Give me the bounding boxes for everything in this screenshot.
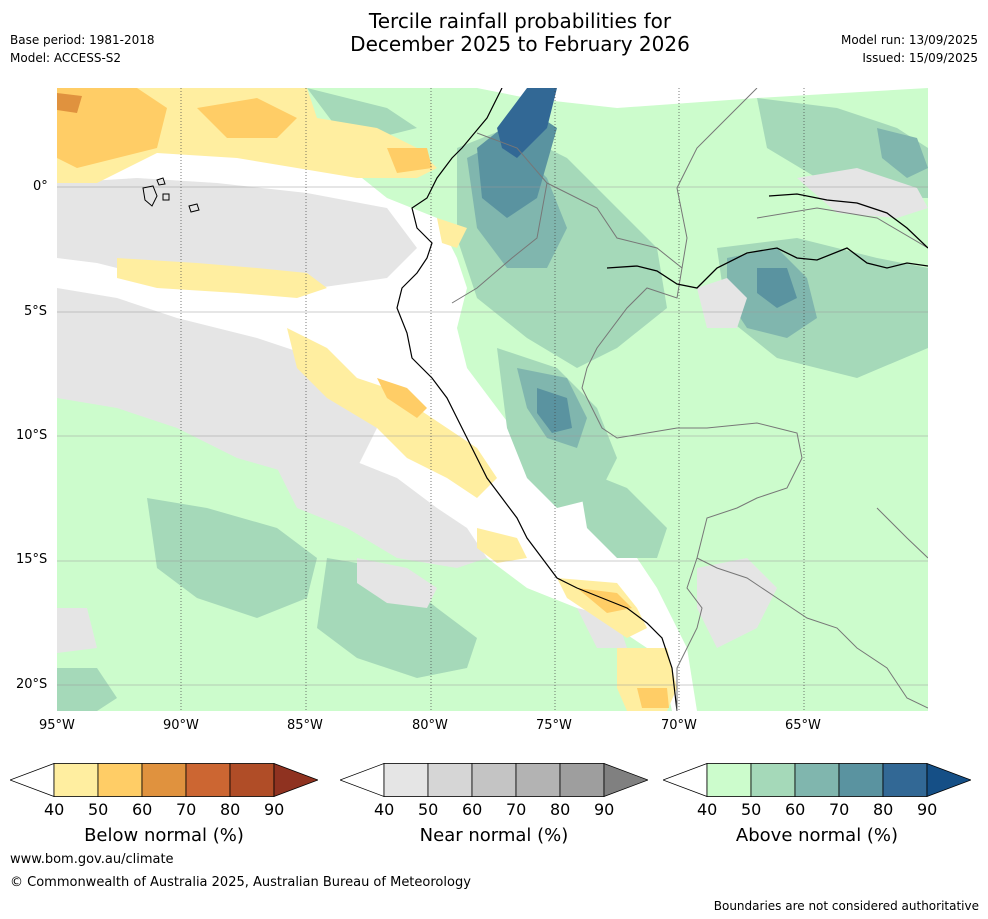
colorbar-swatch-40 xyxy=(383,763,429,797)
base-period-text: Base period: 1981-2018 xyxy=(10,33,155,47)
above-normal-colorbar-label: Above normal (%) xyxy=(735,825,899,846)
lat-label-15s: 15°S xyxy=(16,552,48,567)
grid-lines xyxy=(57,186,928,686)
amazon-river xyxy=(606,193,928,289)
lon-label-85w: 85°W xyxy=(287,718,323,733)
colorbar-extend-high xyxy=(273,762,320,798)
colorbar-tick-label: 90 xyxy=(594,800,615,819)
colorbar-swatch-60 xyxy=(141,763,187,797)
colorbar-swatch-40 xyxy=(706,763,752,797)
lon-label-70w: 70°W xyxy=(661,718,697,733)
colorbar-swatch-50 xyxy=(427,763,473,797)
lon-label-65w: 65°W xyxy=(785,718,821,733)
lon-label-75w: 75°W xyxy=(536,718,572,733)
colorbar-tick-label: 70 xyxy=(829,800,850,819)
colorbar-swatch-40 xyxy=(53,763,99,797)
near-normal-colorbar-swatches xyxy=(338,762,650,798)
below-normal-colorbar: 40 50 60 70 80 90 Below normal (%) xyxy=(8,762,320,877)
disclaimer-text: Boundaries are not considered authoritat… xyxy=(713,899,979,913)
rainfall-probability-map xyxy=(57,88,928,711)
lat-label-0: 0° xyxy=(33,179,48,194)
coastline xyxy=(396,88,678,711)
colorbar-swatch-70 xyxy=(515,763,561,797)
lat-label-5s: 5°S xyxy=(24,304,48,319)
lat-label-10s: 10°S xyxy=(16,428,48,443)
colorbar-swatch-80 xyxy=(882,763,928,797)
colorbar-extend-high xyxy=(926,762,973,798)
colorbar-tick-label: 40 xyxy=(697,800,718,819)
colorbar-tick-label: 40 xyxy=(44,800,65,819)
colorbar-extend-low xyxy=(8,762,55,798)
above-normal-colorbar-swatches xyxy=(661,762,973,798)
colorbar-tick-label: 40 xyxy=(374,800,395,819)
lon-label-80w: 80°W xyxy=(412,718,448,733)
colorbar-swatch-50 xyxy=(750,763,796,797)
colorbar-swatch-60 xyxy=(794,763,840,797)
colorbar-tick-label: 90 xyxy=(917,800,938,819)
colorbar-swatch-70 xyxy=(185,763,231,797)
colorbar-tick-label: 60 xyxy=(462,800,483,819)
galapagos-islands xyxy=(142,177,200,213)
colorbar-tick-label: 50 xyxy=(418,800,439,819)
map-title-line2: December 2025 to February 2026 xyxy=(350,32,690,56)
copyright-text: © Commonwealth of Australia 2025, Austra… xyxy=(10,875,471,890)
below-normal-colorbar-label: Below normal (%) xyxy=(84,825,244,846)
above-normal-colorbar: 40 50 60 70 80 90 Above normal (%) xyxy=(661,762,973,877)
near-normal-colorbar-label: Near normal (%) xyxy=(419,825,569,846)
colorbar-tick-label: 90 xyxy=(264,800,285,819)
below-normal-colorbar-swatches xyxy=(8,762,320,798)
lon-label-95w: 95°W xyxy=(39,718,75,733)
colorbar-tick-label: 80 xyxy=(220,800,241,819)
colorbar-extend-low xyxy=(661,762,708,798)
lon-label-90w: 90°W xyxy=(163,718,199,733)
colorbar-extend-high xyxy=(603,762,650,798)
model-run-text: Model run: 13/09/2025 xyxy=(840,33,978,47)
colorbar-tick-label: 60 xyxy=(785,800,806,819)
map-title-line1: Tercile rainfall probabilities for xyxy=(368,9,672,33)
colorbar-tick-label: 70 xyxy=(176,800,197,819)
colorbar-tick-label: 50 xyxy=(741,800,762,819)
near-normal-colorbar: 40 50 60 70 80 90 Near normal (%) xyxy=(338,762,650,877)
colorbar-swatch-70 xyxy=(838,763,884,797)
colorbar-swatch-50 xyxy=(97,763,143,797)
below-60-areas xyxy=(57,93,82,113)
issued-text: Issued: 15/09/2025 xyxy=(862,51,978,65)
above-80-areas xyxy=(497,88,557,158)
colorbar-tick-label: 60 xyxy=(132,800,153,819)
colorbar-tick-label: 50 xyxy=(88,800,109,819)
colorbar-swatch-80 xyxy=(229,763,275,797)
colorbar-tick-label: 80 xyxy=(873,800,894,819)
map-canvas xyxy=(57,88,928,711)
colorbar-tick-label: 80 xyxy=(550,800,571,819)
colorbar-swatch-80 xyxy=(559,763,605,797)
map-title: Tercile rainfall probabilities for Decem… xyxy=(0,10,988,56)
colorbar-tick-label: 70 xyxy=(506,800,527,819)
below-50-areas xyxy=(57,88,669,708)
colorbar-swatch-60 xyxy=(471,763,517,797)
country-borders xyxy=(451,88,928,711)
model-text: Model: ACCESS-S2 xyxy=(10,51,122,65)
website-text: www.bom.gov.au/climate xyxy=(10,852,174,867)
colorbar-extend-low xyxy=(338,762,385,798)
grid-meridians xyxy=(180,88,805,711)
lat-label-20s: 20°S xyxy=(16,677,48,692)
